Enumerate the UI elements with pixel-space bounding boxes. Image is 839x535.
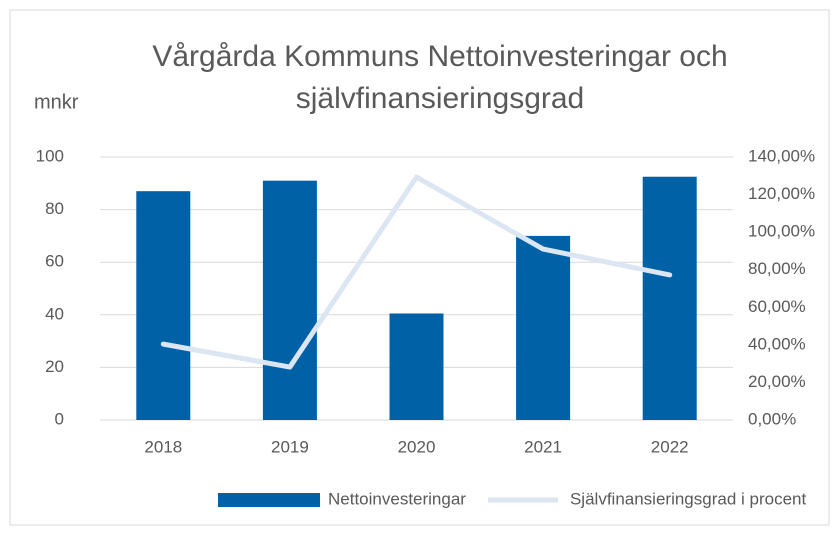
y2-tick-label: 20,00% — [748, 372, 806, 391]
y-tick-label: 100 — [36, 146, 64, 165]
x-tick-label: 2022 — [651, 437, 689, 456]
y2-tick-label: 0,00% — [748, 409, 796, 428]
x-tick-label: 2019 — [271, 437, 309, 456]
y2-tick-label: 40,00% — [748, 334, 806, 353]
x-tick-label: 2018 — [144, 437, 182, 456]
legend-label: Självfinansieringsgrad i procent — [570, 489, 807, 508]
y-tick-label: 80 — [45, 199, 64, 218]
y2-tick-label: 60,00% — [748, 297, 806, 316]
bar — [516, 235, 571, 420]
y-tick-label: 20 — [45, 357, 64, 376]
y-axis-label: mnkr — [34, 91, 79, 113]
legend-swatch — [218, 493, 320, 507]
bar — [389, 313, 444, 420]
y2-tick-label: 140,00% — [748, 146, 815, 165]
line — [160, 174, 673, 370]
y2-tick-label: 80,00% — [748, 259, 806, 278]
y-tick-label: 0 — [55, 409, 64, 428]
y2-tick-label: 100,00% — [748, 222, 815, 241]
chart-title: Vårgårda Kommuns Nettoinvesteringar och … — [152, 40, 728, 115]
x-tick-label: 2021 — [524, 437, 562, 456]
bar — [136, 191, 191, 420]
y-tick-label: 40 — [45, 304, 64, 323]
y-tick-label: 60 — [45, 252, 64, 271]
y2-tick-label: 120,00% — [748, 184, 815, 203]
x-tick-label: 2020 — [398, 437, 436, 456]
legend-label: Nettoinvesteringar — [328, 489, 466, 508]
bar — [262, 180, 317, 420]
bar — [642, 176, 697, 420]
